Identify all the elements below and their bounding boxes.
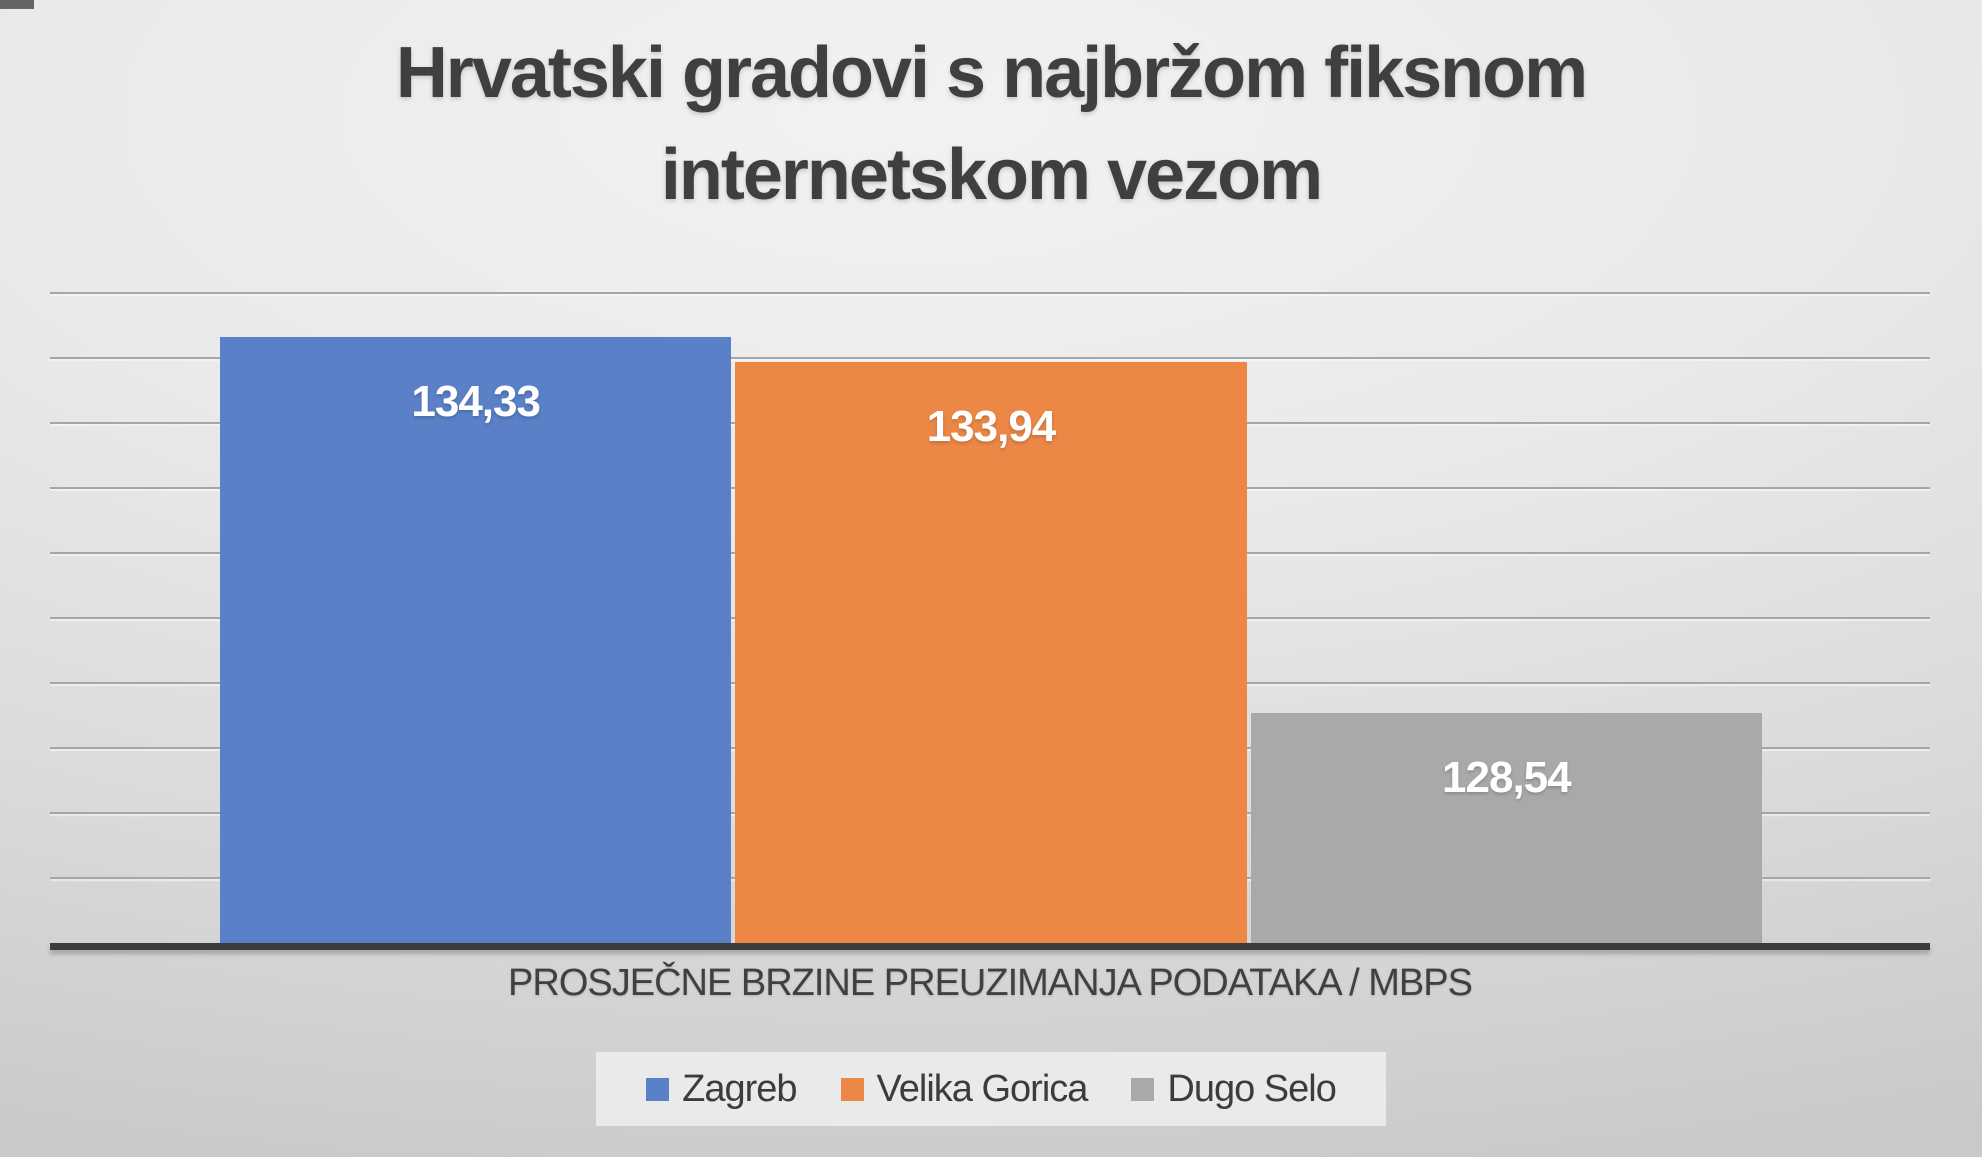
gridline-135 bbox=[50, 292, 1930, 294]
legend: Zagreb Velika Gorica Dugo Selo bbox=[0, 1052, 1982, 1126]
legend-item-velika-gorica: Velika Gorica bbox=[840, 1067, 1089, 1111]
legend-box: Zagreb Velika Gorica Dugo Selo bbox=[596, 1052, 1386, 1126]
legend-marker-velika-gorica bbox=[840, 1077, 864, 1101]
x-axis-line bbox=[50, 943, 1930, 950]
plot-area: 134,33 133,94 128,54 bbox=[50, 228, 1930, 950]
data-label-velika-gorica: 133,94 bbox=[926, 401, 1057, 451]
x-axis-label: PROSJEČNE BRZINE PREUZIMANJA PODATAKA / … bbox=[508, 962, 1473, 1004]
legend-item-zagreb: Zagreb bbox=[646, 1067, 798, 1111]
data-label-zagreb: 134,33 bbox=[411, 376, 541, 426]
legend-marker-dugo-selo bbox=[1131, 1077, 1155, 1101]
corner-artifact bbox=[0, 0, 34, 9]
legend-marker-zagreb bbox=[646, 1077, 670, 1101]
legend-label-velika-gorica: Velika Gorica bbox=[876, 1068, 1089, 1110]
legend-label-dugo-selo: Dugo Selo bbox=[1167, 1068, 1336, 1110]
bars-group: 134,33 133,94 128,54 bbox=[220, 336, 1762, 943]
chart-title-line-2: internetskom vezom bbox=[660, 135, 1323, 216]
data-label-dugo-selo: 128,54 bbox=[1442, 752, 1572, 802]
bar-zagreb: 134,33 bbox=[220, 336, 732, 943]
chart-title-line-1: Hrvatski gradovi s najbržom fiksnom bbox=[395, 33, 1588, 113]
legend-label-zagreb: Zagreb bbox=[682, 1068, 797, 1110]
legend-item-dugo-selo: Dugo Selo bbox=[1131, 1067, 1337, 1111]
bar-dugo-selo: 128,54 bbox=[1250, 712, 1762, 943]
bar-velika-gorica: 133,94 bbox=[735, 361, 1247, 943]
chart-title: Hrvatski gradovi s najbržom fiksnom inte… bbox=[0, 22, 1982, 226]
gridline-134 bbox=[50, 357, 1930, 359]
